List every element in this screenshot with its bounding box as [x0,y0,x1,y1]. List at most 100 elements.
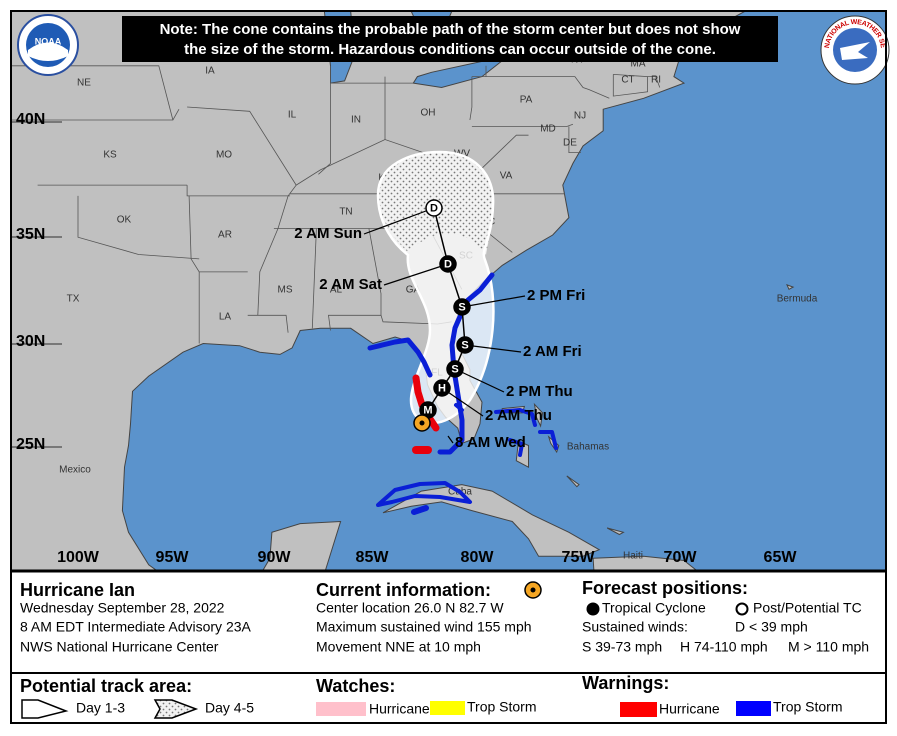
border-line [188,195,200,344]
place-label: MO [216,150,232,161]
place-label: OK [117,215,132,226]
leader-line [464,344,522,353]
forecast-track: M 8 AM Wed H 2 AM Thu S 2 PM Thu S 2 AM Fri S 2 P… [294,199,585,451]
warnings-title: Warnings: [582,673,669,693]
longitude-label: 65W [764,549,798,566]
longitude-label: 95W [156,549,190,566]
note-line: Note: The cone contains the probable pat… [160,21,741,38]
latitude-label: 25N [16,436,45,453]
leader-line [447,435,454,444]
longitude-label: 90W [258,549,292,566]
place-labels: IANEILINOHPAKSMOKYWVVATNOKARNCSCTXMSALGA… [12,55,818,566]
place-label: IN [351,115,361,126]
current-line: Center location 26.0 N 82.7 W [316,600,504,616]
winds-m: M > 110 mph [788,639,869,655]
island [592,555,697,570]
island [382,484,601,557]
trop-storm-warning-label: Trop Storm [773,699,843,715]
storm-line: NWS National Hurricane Center [20,639,219,655]
place-label: WV [454,149,470,160]
place-label: NJ [574,111,586,122]
trop-storm-warning [437,272,495,455]
trop-storm-warning [454,403,558,457]
day13-label: Day 1-3 [76,700,125,716]
place-label: VA [500,171,513,182]
island [533,402,544,428]
winds-d: D < 39 mph [735,619,808,635]
land [12,12,795,570]
hurricane-warning-label: Hurricane [659,701,720,717]
border-line [647,76,661,88]
point-letter: D [444,258,452,270]
leader-line [454,368,505,393]
trop-storm-watch-label: Trop Storm [467,699,537,715]
trop-storm-warning [376,481,472,507]
watches-title: Watches: [316,676,395,696]
border-line [471,123,574,127]
leader-line [383,263,449,286]
place-label: IL [288,110,297,121]
winds-title: Sustained winds: [582,619,688,635]
forecast-point [425,199,443,217]
time-label: 8 AM Wed [455,434,526,451]
current-icon [524,581,542,599]
time-label: 2 AM Fri [523,343,582,360]
island [566,475,580,488]
place-label: Mexico [59,465,91,476]
longitude-label: 75W [562,549,596,566]
winds-h: H 74-110 mph [680,639,768,655]
place-label: OH [421,108,436,119]
point-letter: M [423,404,432,416]
current-line: Maximum sustained wind 155 mph [316,619,532,635]
day45-icon [153,699,199,719]
time-label: 2 AM Thu [485,407,552,424]
border-line [469,76,473,121]
hurricane-watch-swatch [316,702,366,716]
latitude-label: 40N [16,111,45,128]
place-label: MS [278,285,293,296]
border-line [311,228,317,329]
place-label: PA [520,95,533,106]
forecast-point [446,360,464,378]
place-label: MD [540,124,556,135]
state-borders [12,43,661,344]
noaa-text: NOAA [35,36,62,46]
post-icon [735,602,749,616]
leader-line [461,295,526,308]
border-line [186,185,291,197]
trop-storm-warning-swatch [736,701,771,716]
border-line [568,126,581,153]
winds-s: S 39-73 mph [582,639,662,655]
place-label: KS [103,150,117,161]
longitude-label: 100W [57,549,100,566]
border-line [77,195,200,260]
border-line [612,74,648,97]
hurricane-watch-label: Hurricane [369,701,430,717]
island [786,284,795,290]
place-label: DE [563,138,577,149]
border-line [486,76,610,99]
place-label: Bermuda [777,294,818,305]
forecast-point [433,379,451,397]
trop-storm-warning [411,505,429,515]
time-label: 2 PM Thu [506,383,573,400]
border-line [187,106,297,316]
noaa-logo: NOAA [17,14,79,76]
trop-storm-warning [367,337,433,378]
tropical-icon [586,602,600,616]
trop-storm-watch-swatch [430,701,465,715]
place-label: TN [339,207,352,218]
place-label: RI [651,75,661,86]
forecast-post: Post/Potential TC [753,600,862,616]
border-line [318,65,331,175]
point-letter: S [458,301,465,313]
point-letter: H [438,382,446,394]
time-label: 2 PM Fri [527,287,585,304]
place-label: AR [218,230,232,241]
cone-outline [376,150,495,425]
current-title: Current information: [316,580,491,600]
place-label: GA [406,285,421,296]
point-letter: S [461,339,468,351]
current-position-dot [419,420,425,426]
